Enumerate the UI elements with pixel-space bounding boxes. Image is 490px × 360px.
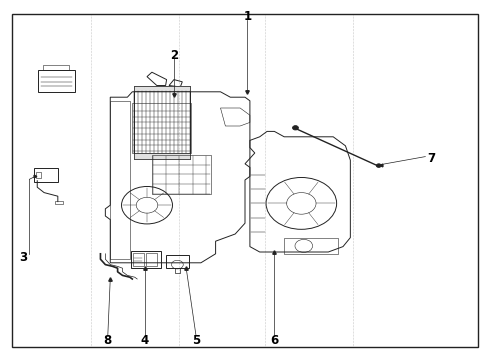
Text: 2: 2 (170, 49, 178, 62)
Bar (146, 253, 157, 266)
Bar (133, 153, 190, 159)
Bar (132, 103, 191, 153)
Bar (284, 238, 338, 254)
Bar (133, 86, 190, 159)
Text: 1: 1 (244, 10, 251, 23)
Text: 4: 4 (141, 334, 148, 347)
Bar (166, 255, 189, 268)
Bar (55, 201, 63, 204)
Bar (133, 253, 144, 266)
Bar (34, 168, 58, 182)
Text: 6: 6 (270, 334, 278, 347)
Text: 7: 7 (427, 152, 435, 165)
Text: 5: 5 (192, 334, 200, 347)
Bar (38, 70, 75, 92)
Text: 3: 3 (20, 251, 27, 264)
Bar (152, 155, 211, 194)
Circle shape (376, 164, 381, 167)
Bar (44, 65, 69, 70)
Bar (133, 86, 190, 91)
Text: 8: 8 (104, 334, 112, 347)
Bar (36, 172, 41, 178)
Circle shape (293, 126, 298, 130)
Bar (131, 251, 161, 268)
